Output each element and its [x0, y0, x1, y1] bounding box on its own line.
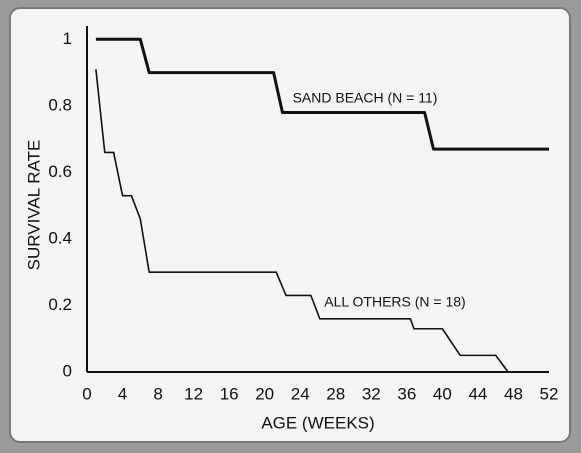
series-label: SAND BEACH (N = 11) [293, 90, 438, 106]
x-tick-label: 0 [82, 384, 91, 403]
y-tick-label: 0.6 [48, 162, 72, 181]
x-tick-label: 32 [362, 384, 381, 403]
x-tick-label: 20 [255, 384, 274, 403]
x-tick-label: 40 [433, 384, 452, 403]
panel [9, 7, 571, 443]
x-tick-label: 24 [291, 384, 310, 403]
y-tick-label: 0.8 [48, 95, 72, 114]
x-tick-label: 48 [504, 384, 523, 403]
x-tick-label: 4 [118, 384, 127, 403]
survival-line [95, 37, 549, 151]
y-tick-label: 1 [63, 29, 72, 48]
x-tick-label: 28 [326, 384, 345, 403]
y-tick-label: 0 [63, 361, 72, 380]
x-tick-label: 52 [540, 384, 559, 403]
x-axis-title: AGE (WEEKS) [261, 413, 374, 432]
y-axis-title: SURVIVAL RATE [24, 140, 43, 271]
x-tick-label: 36 [397, 384, 416, 403]
x-tick-label: 12 [184, 384, 203, 403]
y-tick-label: 0.2 [48, 295, 72, 314]
y-tick-label: 0.4 [48, 228, 72, 247]
survival-line [95, 69, 549, 373]
x-tick-label: 16 [220, 384, 239, 403]
series-label: ALL OTHERS (N = 18) [324, 294, 465, 310]
x-tick-label: 44 [468, 384, 487, 403]
x-tick-label: 8 [153, 384, 162, 403]
